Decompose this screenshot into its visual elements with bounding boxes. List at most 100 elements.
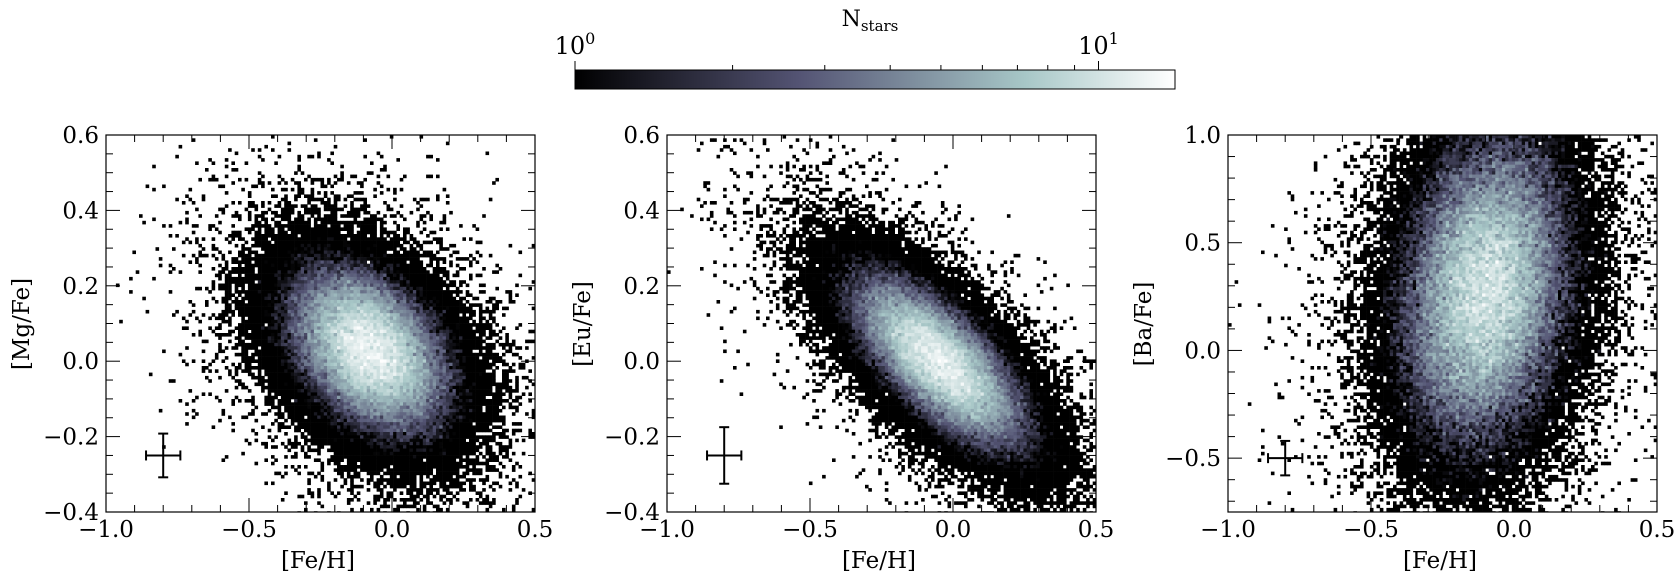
histogram-cell <box>436 399 440 403</box>
histogram-cell <box>261 300 265 304</box>
histogram-cell <box>333 144 338 149</box>
histogram-cell <box>284 362 288 367</box>
histogram-cell <box>449 346 453 350</box>
histogram-cell <box>353 300 358 304</box>
histogram-cell <box>442 293 447 297</box>
histogram-cell <box>297 286 301 291</box>
histogram-cell <box>304 422 308 426</box>
histogram-cell <box>485 346 490 350</box>
histogram-cell <box>399 326 404 330</box>
histogram-cell <box>274 296 278 301</box>
histogram-cell <box>469 346 473 350</box>
histogram-cell <box>426 319 430 324</box>
histogram-cell <box>327 415 331 420</box>
histogram-cell <box>422 408 427 413</box>
histogram-cell <box>439 402 443 406</box>
histogram-cell <box>340 234 344 238</box>
histogram-cell <box>277 174 282 179</box>
histogram-cell <box>304 379 308 383</box>
histogram-cell <box>290 227 295 231</box>
histogram-cell <box>452 366 457 370</box>
histogram-cell <box>465 372 470 377</box>
histogram-cell <box>419 253 424 258</box>
histogram-cell <box>370 418 374 423</box>
histogram-cell <box>373 389 377 393</box>
histogram-cell <box>350 174 354 179</box>
histogram-cell <box>353 342 358 347</box>
histogram-cell <box>406 375 410 380</box>
histogram-cell <box>307 296 311 301</box>
histogram-cell <box>356 422 361 426</box>
histogram-cell <box>422 309 427 314</box>
histogram-cell <box>370 385 374 390</box>
histogram-cell <box>327 230 331 235</box>
histogram-cell <box>337 349 341 354</box>
histogram-cell <box>290 336 295 340</box>
histogram-cell <box>416 313 420 317</box>
histogram-cell <box>462 392 466 396</box>
histogram-cell <box>379 415 384 420</box>
histogram-cell <box>370 217 374 222</box>
histogram-cell <box>307 283 311 288</box>
histogram-cell <box>492 329 496 334</box>
histogram-cell <box>482 214 486 218</box>
histogram-cell <box>366 418 371 423</box>
histogram-cell <box>251 296 255 301</box>
histogram-cell <box>251 395 255 400</box>
histogram-cell <box>356 405 361 410</box>
histogram-cell <box>478 346 483 350</box>
histogram-cell <box>310 356 315 360</box>
histogram-cell <box>363 333 367 337</box>
histogram-cell <box>383 296 387 301</box>
histogram-cell <box>462 385 466 390</box>
histogram-cell <box>277 224 282 228</box>
histogram-cell <box>274 395 278 400</box>
histogram-cell <box>412 270 417 274</box>
histogram-cell <box>439 389 443 393</box>
histogram-cell <box>320 418 325 423</box>
histogram-cell <box>429 319 433 324</box>
histogram-cell <box>320 319 325 324</box>
histogram-cell <box>323 418 328 423</box>
histogram-cell <box>346 181 351 185</box>
histogram-cell <box>366 217 371 222</box>
histogram-cell <box>455 326 460 330</box>
histogram-cell <box>244 336 249 340</box>
histogram-cell <box>307 260 311 264</box>
histogram-cell <box>373 224 377 228</box>
histogram-cell <box>482 329 486 334</box>
histogram-cell <box>465 375 470 380</box>
histogram-cell <box>251 286 255 291</box>
histogram-cell <box>280 346 285 350</box>
histogram-cell <box>403 300 407 304</box>
histogram-cell <box>442 342 447 347</box>
histogram-cell <box>251 273 255 278</box>
histogram-cell <box>294 250 298 255</box>
histogram-cell <box>323 362 328 367</box>
histogram-cell <box>436 303 440 307</box>
histogram-cell <box>383 326 387 330</box>
histogram-cell <box>445 346 450 350</box>
histogram-cell <box>360 418 364 423</box>
histogram-cell <box>350 303 354 307</box>
histogram-cell <box>317 154 321 159</box>
histogram-cell <box>379 250 384 255</box>
histogram-cell <box>304 408 308 413</box>
histogram-cell <box>373 257 377 261</box>
histogram-cell <box>247 362 252 367</box>
histogram-cell <box>257 237 262 241</box>
histogram-cell <box>409 375 414 380</box>
histogram-cell <box>472 369 476 373</box>
histogram-cell <box>399 296 404 301</box>
histogram-cell <box>353 319 358 324</box>
histogram-cell <box>495 399 499 403</box>
histogram-cell <box>508 290 513 294</box>
histogram-cell <box>399 372 404 377</box>
histogram-cell <box>356 237 361 241</box>
histogram-cell <box>462 352 466 357</box>
histogram-cell <box>452 326 457 330</box>
histogram-cell <box>485 309 490 314</box>
histogram-cell <box>320 303 325 307</box>
histogram-cell <box>313 237 318 241</box>
histogram-cell <box>449 303 453 307</box>
